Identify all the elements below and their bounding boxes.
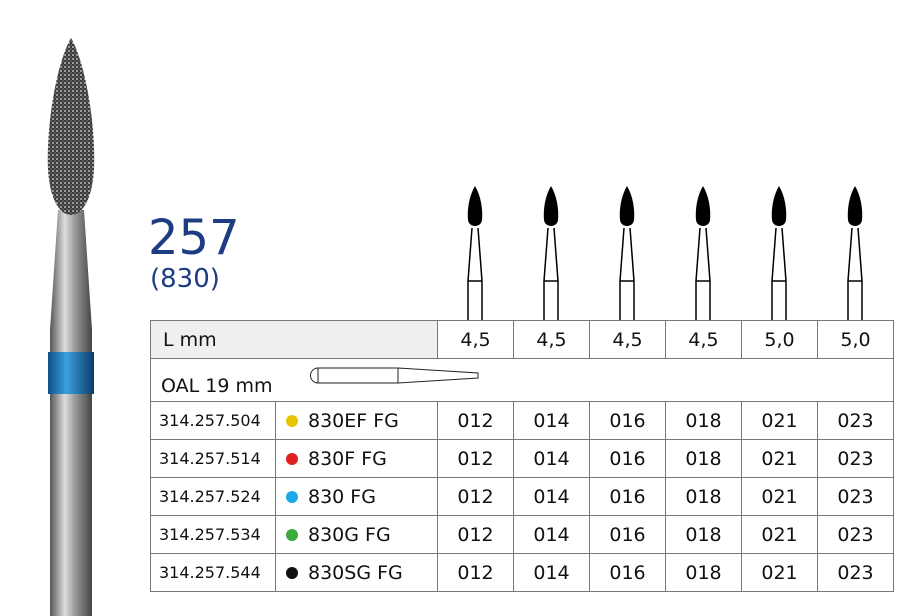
article-code: 314.257.534 [150, 515, 276, 554]
size-value: 021 [741, 553, 818, 592]
bur-diagram [467, 186, 483, 320]
product-number: 257 [148, 210, 240, 266]
size-value: 014 [513, 553, 590, 592]
article-code: 314.257.504 [150, 401, 276, 440]
size-value: 014 [513, 515, 590, 554]
size-value: 023 [817, 477, 894, 516]
grit-color-dot [286, 415, 298, 427]
size-value: 016 [589, 515, 666, 554]
size-value: 012 [437, 553, 514, 592]
table-row: 314.257.534 830G FG 012 014 016 018 021 023 [150, 515, 894, 554]
product-name: 830 FG [308, 485, 376, 508]
article-code: 314.257.514 [150, 439, 276, 478]
size-value: 016 [589, 477, 666, 516]
oal-row: OAL 19 mm [150, 358, 894, 402]
length-row: L mm 4,5 4,5 4,5 4,5 5,0 5,0 [150, 320, 894, 359]
length-value: 4,5 [589, 320, 666, 359]
size-value: 023 [817, 553, 894, 592]
size-value: 021 [741, 401, 818, 440]
size-value: 018 [665, 477, 742, 516]
grit-color-dot [286, 529, 298, 541]
bur-diagram [771, 186, 787, 320]
size-value: 023 [817, 515, 894, 554]
size-value: 018 [665, 553, 742, 592]
size-value: 018 [665, 515, 742, 554]
bur-diagram [619, 186, 635, 320]
size-value: 023 [817, 439, 894, 478]
size-value: 016 [589, 439, 666, 478]
size-value: 014 [513, 401, 590, 440]
size-value: 012 [437, 477, 514, 516]
table-row: 314.257.524 830 FG 012 014 016 018 021 023 [150, 477, 894, 516]
bur-size-diagrams [467, 186, 863, 320]
grit-color-dot [286, 491, 298, 503]
product-name: 830EF FG [308, 409, 399, 432]
product-name: 830F FG [308, 447, 387, 470]
bur-diagram [847, 186, 863, 320]
length-value: 5,0 [741, 320, 818, 359]
size-value: 014 [513, 439, 590, 478]
diamond-bur-image [47, 38, 95, 616]
size-value: 018 [665, 401, 742, 440]
size-value: 023 [817, 401, 894, 440]
size-value: 012 [437, 439, 514, 478]
size-value: 021 [741, 515, 818, 554]
product-table: L mm 4,5 4,5 4,5 4,5 5,0 5,0 OAL 19 mm 3… [150, 320, 894, 592]
bur-diagram [543, 186, 559, 320]
bur-outline-icon [310, 367, 479, 384]
table-row: 314.257.504 830EF FG 012 014 016 018 021 023 [150, 401, 894, 440]
bur-diagram [695, 186, 711, 320]
article-code: 314.257.544 [150, 553, 276, 592]
size-value: 012 [437, 401, 514, 440]
product-name: 830SG FG [308, 561, 403, 584]
grit-color-dot [286, 567, 298, 579]
size-value: 012 [437, 515, 514, 554]
size-value: 016 [589, 401, 666, 440]
article-code: 314.257.524 [150, 477, 276, 516]
length-value: 4,5 [513, 320, 590, 359]
length-label: L mm [150, 320, 438, 359]
product-name: 830G FG [308, 523, 391, 546]
size-value: 021 [741, 439, 818, 478]
size-value: 014 [513, 477, 590, 516]
table-row: 314.257.514 830F FG 012 014 016 018 021 023 [150, 439, 894, 478]
size-value: 016 [589, 553, 666, 592]
grit-color-dot [286, 453, 298, 465]
length-value: 5,0 [817, 320, 894, 359]
length-value: 4,5 [665, 320, 742, 359]
product-alt-number: (830) [150, 264, 220, 294]
length-value: 4,5 [437, 320, 514, 359]
size-value: 021 [741, 477, 818, 516]
table-row: 314.257.544 830SG FG 012 014 016 018 021 023 [150, 553, 894, 592]
size-value: 018 [665, 439, 742, 478]
oal-label: OAL 19 mm [161, 375, 273, 397]
